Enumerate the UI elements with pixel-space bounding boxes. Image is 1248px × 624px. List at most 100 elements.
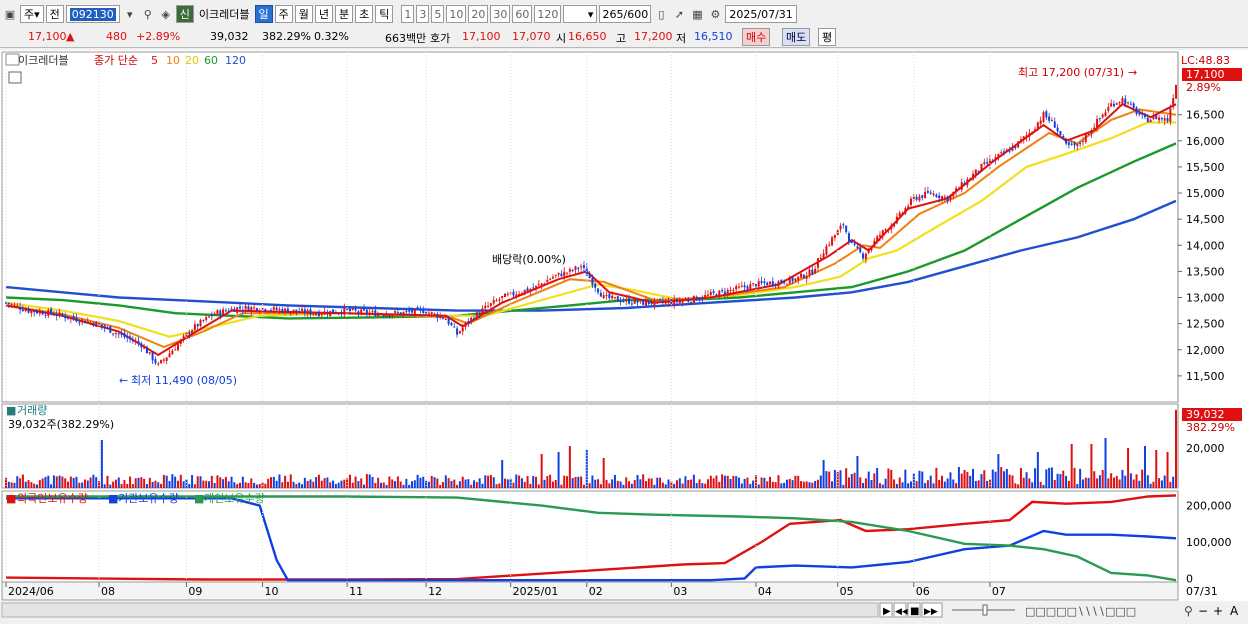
volume-bar [470, 484, 473, 488]
volume-bar [890, 469, 893, 488]
candle-body [323, 311, 326, 315]
volume-bar [664, 484, 667, 488]
interval-button-5[interactable]: 5 [431, 5, 445, 23]
stock-code-input[interactable]: 092130 [65, 5, 120, 23]
zoom-slider-thumb[interactable] [982, 604, 988, 616]
forward-button[interactable] [921, 602, 943, 618]
candle-body [123, 332, 126, 337]
scroll-right-button[interactable] [879, 602, 893, 618]
candle-body [298, 311, 301, 313]
candle-body [551, 276, 554, 279]
chart-svg[interactable]: 16,500 16,000 15,500 15,000 14,500 14,000 13,5… [0, 50, 1248, 621]
volume-bar [33, 483, 36, 488]
volume-bar [191, 475, 194, 488]
volume-bar [974, 480, 977, 488]
period-select[interactable]: 주 ▾ [20, 5, 44, 23]
candle-icon[interactable]: ▯ [658, 7, 665, 21]
candle-body [853, 243, 856, 245]
candle-body [1005, 149, 1008, 153]
candle-body [154, 359, 157, 364]
zoom-minus-button[interactable]: − [1198, 604, 1208, 618]
interval-button-1[interactable]: 1 [401, 5, 415, 23]
tool-icons[interactable]: □□□□□∖∖∖∖□□□ [1025, 605, 1136, 618]
search-icon-small[interactable]: ⚲ [1184, 604, 1193, 618]
scrollbar-track[interactable] [1, 602, 879, 618]
volume-bar [563, 475, 566, 488]
interval-select[interactable]: ▾ [563, 5, 598, 23]
candle-body [909, 198, 912, 205]
zoom-plus-button[interactable]: + [1213, 604, 1223, 618]
sin-button[interactable]: 신 [175, 5, 194, 23]
amount: 663백만 [385, 32, 427, 45]
stop-button[interactable] [907, 602, 921, 618]
sell-button[interactable]: 매도 [782, 28, 811, 46]
candle-body [613, 297, 616, 299]
draw-icon[interactable]: ➚ [674, 7, 684, 21]
candle-body [1022, 136, 1025, 140]
calculator-icon[interactable] [8, 71, 22, 84]
candle-body [867, 249, 870, 254]
volume-bar [258, 484, 261, 488]
rewind-button[interactable] [893, 602, 907, 618]
prev-button[interactable]: 전 [45, 5, 64, 23]
volume-bar [543, 479, 546, 488]
vol-last-tag-text: 39,032 [1186, 408, 1225, 421]
gear-icon[interactable]: ⚙ [710, 7, 721, 21]
candle-body [1017, 141, 1020, 148]
candle-body [5, 302, 7, 304]
candle-body [997, 154, 1000, 158]
volume-bar [568, 446, 571, 488]
candle-body [165, 357, 168, 361]
period-button-0[interactable]: 일 [254, 5, 273, 23]
pyeong-button[interactable]: 평 [818, 28, 837, 46]
period-button-6[interactable]: 틱 [375, 5, 394, 23]
candle-body [554, 274, 557, 276]
volume-bar [78, 482, 81, 488]
volume-bar [61, 476, 64, 488]
price-panel-frame [1, 51, 1179, 403]
candle-body [258, 310, 261, 312]
candle-body [427, 312, 430, 314]
buy-button[interactable]: 매수 [742, 28, 771, 46]
interval-button-10[interactable]: 10 [446, 5, 467, 23]
range-input[interactable]: 265/600 [599, 5, 652, 23]
volume-bar [1028, 478, 1031, 488]
speaker-icon[interactable]: ◈ [161, 7, 171, 21]
volume-bar [955, 483, 958, 488]
search-icon[interactable]: ⚲ [143, 7, 152, 21]
period-button-4[interactable]: 분 [335, 5, 354, 23]
period-button-5[interactable]: 초 [355, 5, 374, 23]
candle-body [1073, 142, 1076, 146]
candle-body [650, 303, 653, 305]
candle-body [247, 306, 250, 311]
holdings-line-0 [5, 494, 1177, 581]
candle-body [129, 336, 132, 340]
panel-icon[interactable] [5, 53, 20, 66]
volume-bar [963, 469, 966, 488]
save-icon[interactable]: ▦ [692, 7, 703, 21]
volume-bar [876, 468, 879, 488]
candle-body [278, 309, 281, 311]
interval-button-60[interactable]: 60 [512, 5, 533, 23]
period-button-1[interactable]: 주 [274, 5, 293, 23]
candle-body [1067, 142, 1070, 145]
volume-bar [456, 484, 459, 488]
volume-bar [247, 483, 250, 488]
font-button[interactable]: A [1230, 604, 1239, 618]
candle-body [825, 246, 828, 255]
date-input[interactable]: 2025/07/31 [725, 5, 797, 23]
dropdown-icon[interactable]: ▾ [127, 7, 133, 21]
interval-button-120[interactable]: 120 [534, 5, 562, 23]
window-icon[interactable]: ▣ [4, 7, 16, 21]
up-triangle-icon: ▲ [66, 30, 75, 43]
rewind-icon: ◀◀ [895, 607, 909, 617]
hold-legend-inst: 기관보유수량 [118, 492, 179, 505]
candle-body [1107, 106, 1110, 111]
interval-button-3[interactable]: 3 [416, 5, 430, 23]
interval-button-30[interactable]: 30 [490, 5, 511, 23]
volume-bar [69, 476, 72, 488]
interval-button-20[interactable]: 20 [468, 5, 489, 23]
period-button-2[interactable]: 월 [294, 5, 313, 23]
candle-body [639, 299, 642, 302]
period-button-3[interactable]: 년 [314, 5, 334, 23]
